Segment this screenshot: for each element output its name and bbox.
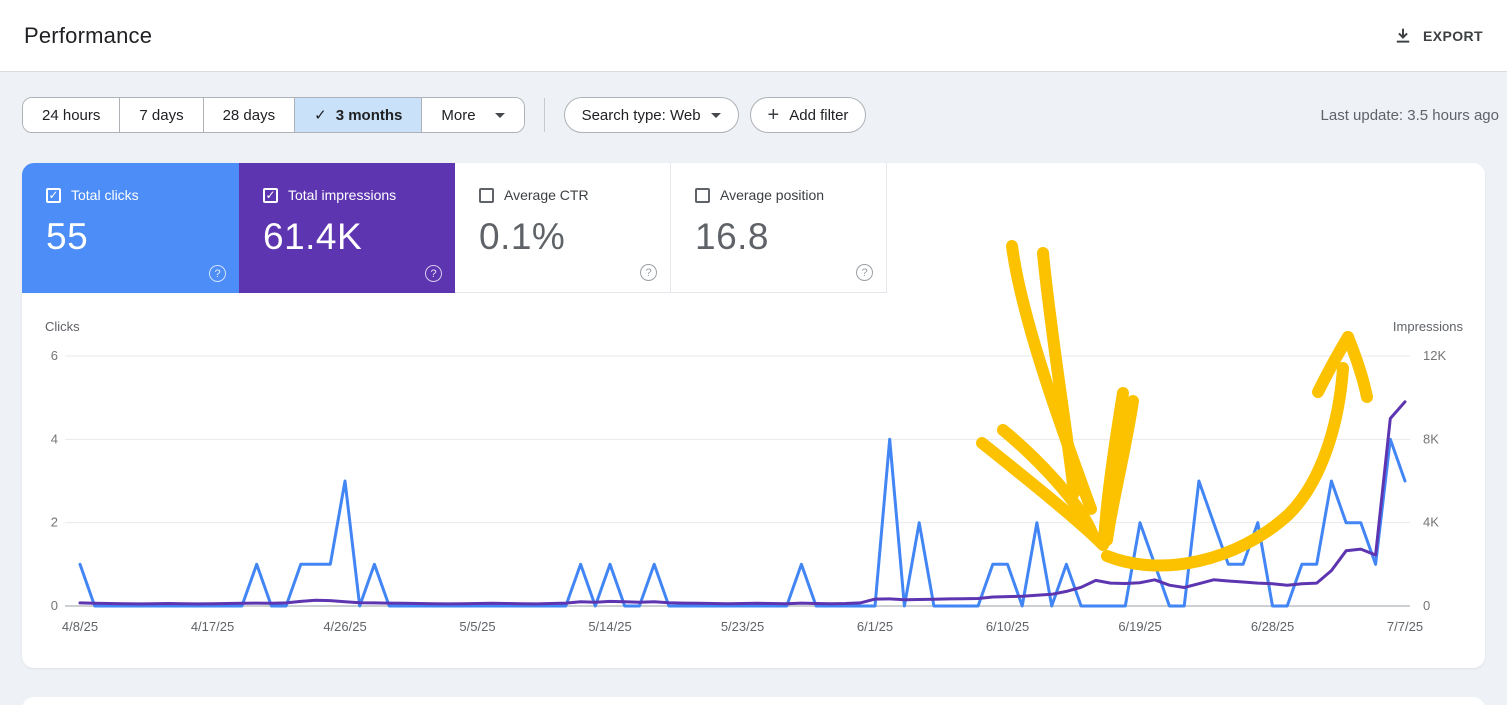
range-7-days[interactable]: 7 days bbox=[119, 98, 203, 132]
metric-value: 61.4K bbox=[263, 216, 363, 257]
check-icon: ✓ bbox=[314, 107, 327, 124]
svg-text:0: 0 bbox=[51, 598, 58, 613]
download-icon bbox=[1394, 27, 1412, 45]
svg-text:8K: 8K bbox=[1423, 431, 1439, 446]
svg-text:4/8/25: 4/8/25 bbox=[62, 619, 98, 634]
svg-text:0: 0 bbox=[1423, 598, 1430, 613]
range-28-days[interactable]: 28 days bbox=[202, 98, 295, 132]
performance-card: ✓ Total clicks 55 ? ✓ Total impressions … bbox=[22, 163, 1485, 668]
add-filter-button[interactable]: + Add filter bbox=[749, 97, 867, 133]
help-icon[interactable]: ? bbox=[425, 265, 442, 282]
metrics-row: ✓ Total clicks 55 ? ✓ Total impressions … bbox=[22, 163, 1485, 293]
svg-text:12K: 12K bbox=[1423, 348, 1446, 363]
export-button[interactable]: EXPORT bbox=[1394, 27, 1483, 45]
metric-average-position[interactable]: Average position 16.8 ? bbox=[671, 163, 887, 293]
top-header: Performance EXPORT bbox=[0, 0, 1507, 72]
svg-text:6/10/25: 6/10/25 bbox=[986, 619, 1029, 634]
range-more-dropdown[interactable]: More bbox=[421, 98, 524, 132]
plus-icon: + bbox=[767, 103, 780, 126]
chevron-down-icon bbox=[710, 112, 721, 118]
range-24-hours[interactable]: 24 hours bbox=[23, 98, 120, 132]
help-icon[interactable]: ? bbox=[640, 264, 657, 281]
metric-label: Average position bbox=[720, 187, 825, 203]
svg-text:6/1/25: 6/1/25 bbox=[857, 619, 893, 634]
search-type-dropdown[interactable]: Search type: Web bbox=[563, 97, 739, 133]
svg-text:5/23/25: 5/23/25 bbox=[721, 619, 764, 634]
left-axis-title: Clicks bbox=[45, 319, 80, 334]
svg-text:4K: 4K bbox=[1423, 515, 1439, 530]
svg-text:7/7/25: 7/7/25 bbox=[1387, 619, 1423, 634]
metric-value: 55 bbox=[46, 216, 89, 257]
svg-text:5/5/25: 5/5/25 bbox=[459, 619, 495, 634]
metric-total-clicks[interactable]: ✓ Total clicks 55 ? bbox=[22, 163, 239, 293]
svg-text:5/14/25: 5/14/25 bbox=[588, 619, 631, 634]
right-axis-title: Impressions bbox=[1392, 319, 1463, 334]
metrics-filler bbox=[887, 163, 1485, 293]
checkbox-average-position[interactable] bbox=[695, 187, 710, 203]
help-icon[interactable]: ? bbox=[209, 265, 226, 282]
checkbox-total-impressions[interactable]: ✓ bbox=[263, 187, 278, 203]
checkbox-average-ctr[interactable] bbox=[479, 187, 494, 203]
metric-label: Total clicks bbox=[71, 187, 139, 203]
page-title: Performance bbox=[24, 22, 153, 48]
range-3-months[interactable]: ✓ 3 months bbox=[294, 98, 422, 132]
svg-text:2: 2 bbox=[51, 515, 58, 530]
metric-label: Total impressions bbox=[288, 187, 397, 203]
chevron-down-icon bbox=[494, 112, 505, 118]
metric-average-ctr[interactable]: Average CTR 0.1% ? bbox=[455, 163, 671, 293]
svg-text:6/19/25: 6/19/25 bbox=[1118, 619, 1161, 634]
date-range-group: 24 hours 7 days 28 days ✓ 3 months More bbox=[22, 97, 525, 133]
export-label: EXPORT bbox=[1423, 27, 1483, 44]
metric-total-impressions[interactable]: ✓ Total impressions 61.4K ? bbox=[239, 163, 455, 293]
svg-text:4/26/25: 4/26/25 bbox=[323, 619, 366, 634]
last-update-text: Last update: 3.5 hours ago bbox=[1320, 106, 1499, 124]
metric-value: 16.8 bbox=[695, 216, 770, 257]
svg-text:4/17/25: 4/17/25 bbox=[191, 619, 234, 634]
metric-value: 0.1% bbox=[479, 216, 566, 257]
help-icon[interactable]: ? bbox=[856, 264, 873, 281]
svg-text:6: 6 bbox=[51, 348, 58, 363]
checkbox-total-clicks[interactable]: ✓ bbox=[46, 187, 61, 203]
filter-toolbar: 24 hours 7 days 28 days ✓ 3 months More … bbox=[0, 97, 1507, 133]
svg-text:6/28/25: 6/28/25 bbox=[1251, 619, 1294, 634]
metric-label: Average CTR bbox=[504, 187, 589, 203]
toolbar-divider bbox=[543, 98, 545, 132]
next-section-card bbox=[22, 697, 1485, 705]
performance-chart[interactable]: 0 0 2 4K 4 8K 6 12K 4/8/25 4/17/25 4/26/25 5/5/25 5/… bbox=[22, 293, 1485, 668]
chart-block: Clicks Impressions 0 0 2 4K 4 8K 6 12K 4/8/25 4/1… bbox=[22, 293, 1485, 668]
svg-text:4: 4 bbox=[51, 431, 58, 446]
